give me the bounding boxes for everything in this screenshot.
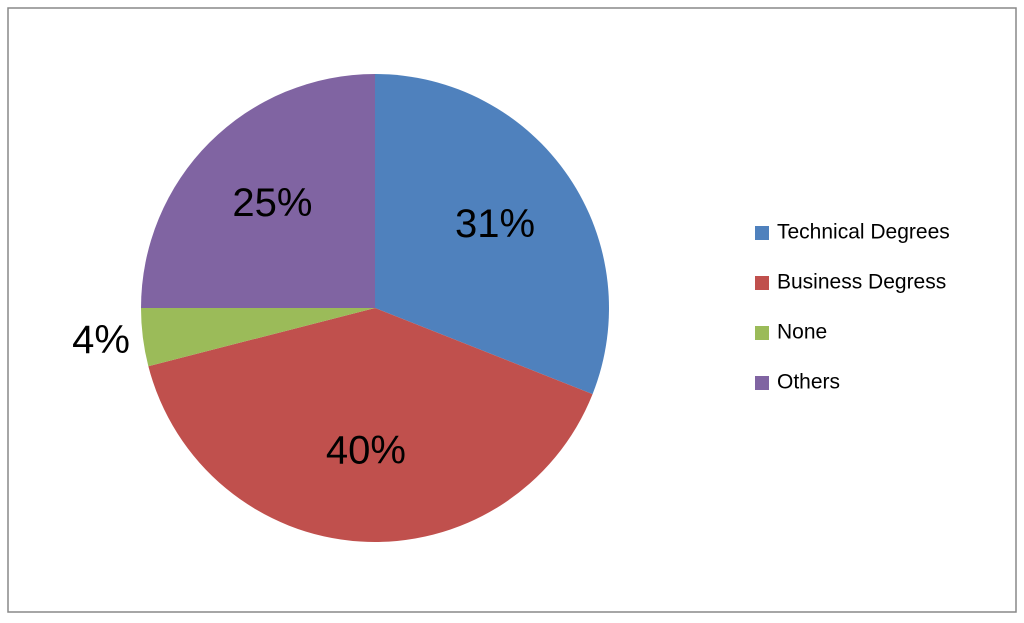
pie-slice <box>141 308 375 367</box>
legend-label: Technical Degrees <box>777 221 950 244</box>
pie-slice <box>375 74 609 395</box>
legend-label: Others <box>777 371 840 394</box>
data-label: 40% <box>326 428 406 472</box>
legend-label: Business Degress <box>777 271 946 294</box>
data-label: 31% <box>455 202 535 246</box>
legend-swatch <box>755 226 769 240</box>
legend-label: None <box>777 321 827 344</box>
pie-slice <box>141 74 375 308</box>
pie-slice <box>148 308 593 543</box>
data-label: 25% <box>232 181 312 225</box>
legend-swatch <box>755 326 769 340</box>
legend-swatch <box>755 376 769 390</box>
data-label: 4% <box>72 318 130 362</box>
legend-swatch <box>755 276 769 290</box>
